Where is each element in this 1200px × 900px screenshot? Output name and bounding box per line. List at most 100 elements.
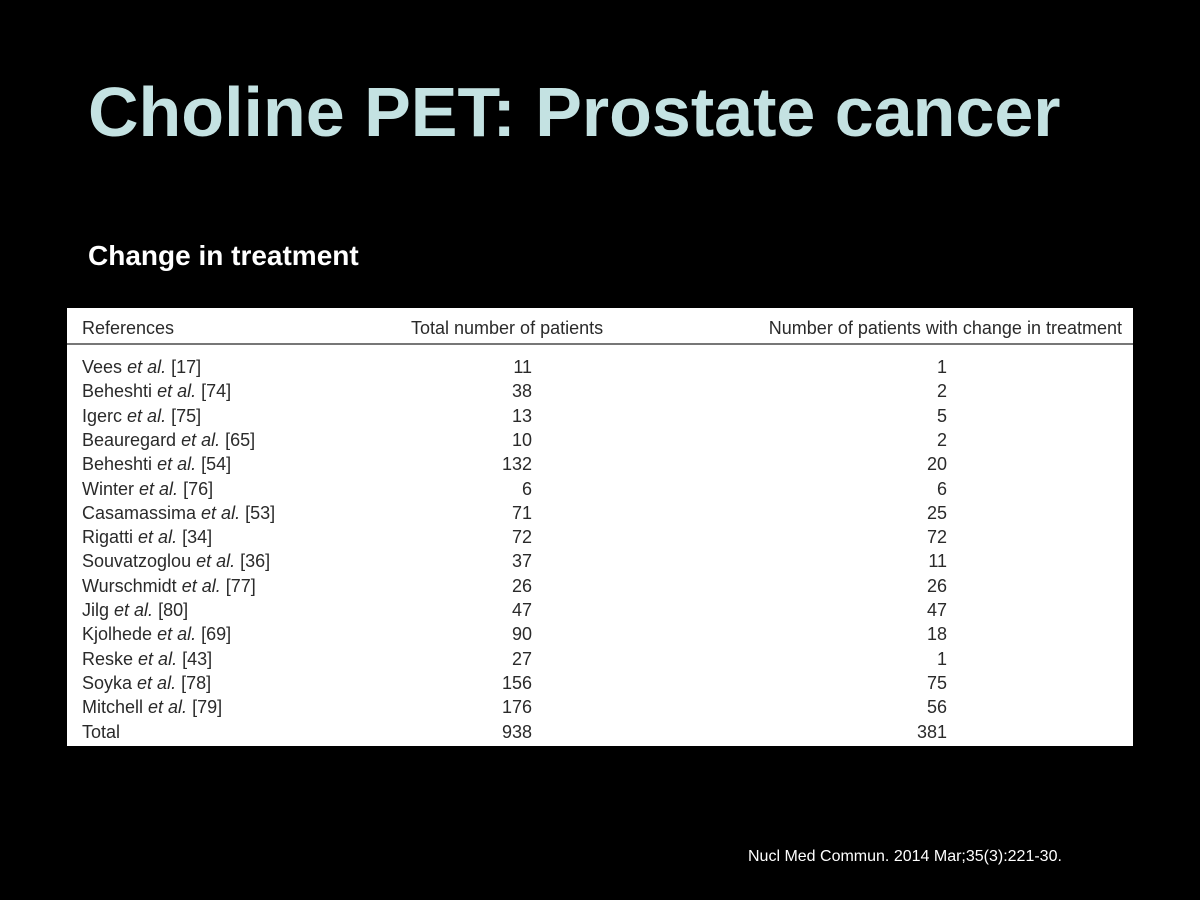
reference: Souvatzoglou et al. [36] <box>82 551 270 571</box>
changed-patients: 6 <box>936 478 947 499</box>
header-rule <box>67 343 1133 345</box>
citation: [36] <box>240 551 271 572</box>
changed-patients: 2 <box>936 381 947 402</box>
author: Winter <box>82 478 135 499</box>
source-citation: Nucl Med Commun. 2014 Mar;35(3):221-30. <box>748 848 1062 865</box>
et-al: et al. <box>181 575 221 596</box>
changed-patients: 75 <box>926 672 947 693</box>
total-patients: 6 <box>521 478 532 499</box>
citation: [80] <box>158 600 189 620</box>
reference: Beheshti et al. [54] <box>82 454 231 474</box>
total-patients: 27 <box>511 648 532 669</box>
reference: Mitchell et al. [79] <box>82 697 222 717</box>
total-patients: 176 <box>501 697 532 718</box>
citation: [74] <box>201 381 232 402</box>
author: Casamassima <box>82 502 197 523</box>
et-al: et al. <box>157 454 197 475</box>
author: Vees <box>82 357 123 377</box>
total-patients: 38 <box>511 381 532 402</box>
author: Jilg <box>82 600 110 620</box>
reference: Reske et al. [43] <box>82 649 212 669</box>
citation: [43] <box>182 648 213 669</box>
et-al: et al. <box>201 502 241 523</box>
total-patients: 37 <box>511 551 532 572</box>
et-al: et al. <box>148 697 188 718</box>
total-patients: 71 <box>511 502 532 523</box>
citation: [53] <box>245 502 276 523</box>
total-patients: 72 <box>511 527 532 548</box>
et-al: et al. <box>196 551 236 572</box>
et-al: et al. <box>139 478 179 499</box>
citation: [34] <box>182 527 213 548</box>
reference: Casamassima et al. [53] <box>82 503 275 523</box>
total-patients: 156 <box>501 672 532 693</box>
author: Beauregard <box>82 429 177 450</box>
citation: [79] <box>192 697 223 718</box>
reference: Beheshti et al. [74] <box>82 381 231 401</box>
changed-patients: 1 <box>936 648 947 669</box>
table: References Total number of patients Number… <box>67 308 1133 746</box>
author: Kjolhede <box>82 624 153 645</box>
total-patients: 132 <box>501 454 532 475</box>
citation: [76] <box>183 478 214 499</box>
et-al: et al. <box>137 672 177 693</box>
changed-patients-sum: 381 <box>916 721 947 742</box>
reference: Vees et al. [17] <box>82 357 201 377</box>
total-label: Total <box>82 721 121 742</box>
et-al: et al. <box>127 405 167 426</box>
changed-patients: 56 <box>926 697 947 718</box>
total-patients: 90 <box>511 624 532 645</box>
reference: Winter et al. [76] <box>82 479 213 499</box>
reference: Wurschmidt et al. [77] <box>82 576 256 596</box>
citation: [78] <box>181 672 212 693</box>
reference: Beauregard et al. [65] <box>82 430 255 450</box>
changed-patients: 2 <box>936 429 947 450</box>
slide-title: Choline PET: Prostate cancer <box>88 73 1061 151</box>
citation: [75] <box>171 405 202 426</box>
citation: [65] <box>225 429 256 450</box>
author: Rigatti <box>82 527 134 548</box>
author: Reske <box>82 648 134 669</box>
changed-patients: 47 <box>926 600 947 620</box>
et-al: et al. <box>138 527 178 548</box>
et-al: et al. <box>138 648 178 669</box>
citation: [54] <box>201 454 232 475</box>
author: Wurschmidt <box>82 575 177 596</box>
reference: Jilg et al. [80] <box>82 600 188 620</box>
et-al: et al. <box>181 429 221 450</box>
changed-patients: 20 <box>926 454 947 475</box>
column-header: Total number of patients <box>411 318 604 338</box>
et-al: et al. <box>157 624 197 645</box>
changed-patients: 72 <box>926 527 947 548</box>
citation: [69] <box>201 624 232 645</box>
changed-patients: 1 <box>936 357 947 377</box>
total-patients: 47 <box>511 600 532 620</box>
author: Souvatzoglou <box>82 551 192 572</box>
slide-subtitle: Change in treatment <box>88 240 359 271</box>
changed-patients: 26 <box>926 575 947 596</box>
changed-patients: 25 <box>926 502 947 523</box>
citation: [77] <box>225 575 256 596</box>
total-patients: 26 <box>511 575 532 596</box>
changed-patients: 11 <box>928 551 947 572</box>
total-patients: 11 <box>513 357 532 377</box>
reference: Rigatti et al. [34] <box>82 527 212 547</box>
total-patients-sum: 938 <box>501 721 532 742</box>
author: Beheshti <box>82 454 153 475</box>
et-al: et al. <box>157 381 197 402</box>
reference: Soyka et al. [78] <box>82 673 211 693</box>
et-al: et al. <box>127 357 167 377</box>
author: Soyka <box>82 672 133 693</box>
total-patients: 10 <box>511 429 532 450</box>
et-al: et al. <box>114 600 154 620</box>
author: Igerc <box>82 405 123 426</box>
author: Mitchell <box>82 697 144 718</box>
changed-patients: 5 <box>936 405 947 426</box>
reference: Kjolhede et al. [69] <box>82 624 231 644</box>
citation: [17] <box>171 357 202 377</box>
changed-patients: 18 <box>926 624 947 645</box>
column-header: Number of patients with change in treatm… <box>768 318 1122 338</box>
reference: Igerc et al. [75] <box>82 406 201 426</box>
author: Beheshti <box>82 381 153 402</box>
